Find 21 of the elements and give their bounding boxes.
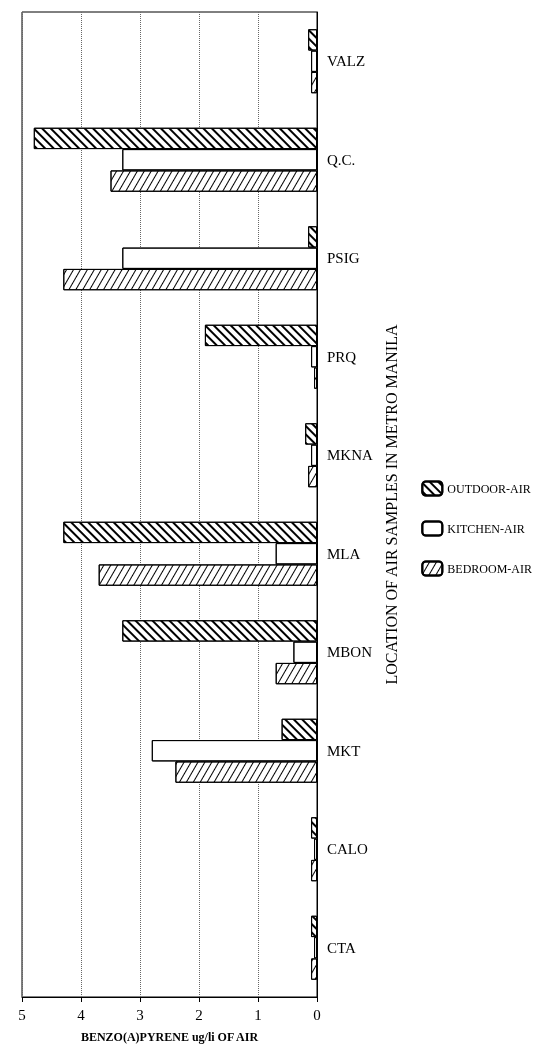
y-tick-label: Q.C.: [327, 151, 356, 168]
y-tick-label: CTA: [327, 939, 356, 956]
y-tick-label: MLA: [327, 545, 361, 562]
y-axis-title: LOCATION OF AIR SAMPLES IN METRO MANILA: [383, 324, 401, 685]
y-tick-label: PSIG: [327, 250, 360, 267]
x-tick-label: 0: [313, 1006, 321, 1023]
legend-label: OUTDOOR-AIR: [447, 481, 531, 496]
x-tick-label: 3: [136, 1006, 144, 1023]
y-tick-label: CALO: [327, 841, 368, 858]
y-tick-label: MBON: [327, 644, 373, 661]
legend-label: KITCHEN-AIR: [447, 521, 525, 536]
x-axis-title: BENZO(A)PYRENE ug/li OF AIR: [80, 1030, 259, 1044]
x-tick-label: 4: [77, 1006, 86, 1023]
y-tick-label: VALZ: [327, 53, 366, 70]
x-tick-label: 1: [254, 1006, 262, 1023]
x-tick-label: 2: [195, 1006, 203, 1023]
y-tick-label: MKNA: [327, 447, 373, 464]
x-tick-label: 5: [18, 1006, 26, 1023]
y-tick-label: MKT: [327, 742, 361, 759]
y-tick-label: PRQ: [327, 348, 357, 365]
legend-label: BEDROOM-AIR: [447, 561, 532, 576]
